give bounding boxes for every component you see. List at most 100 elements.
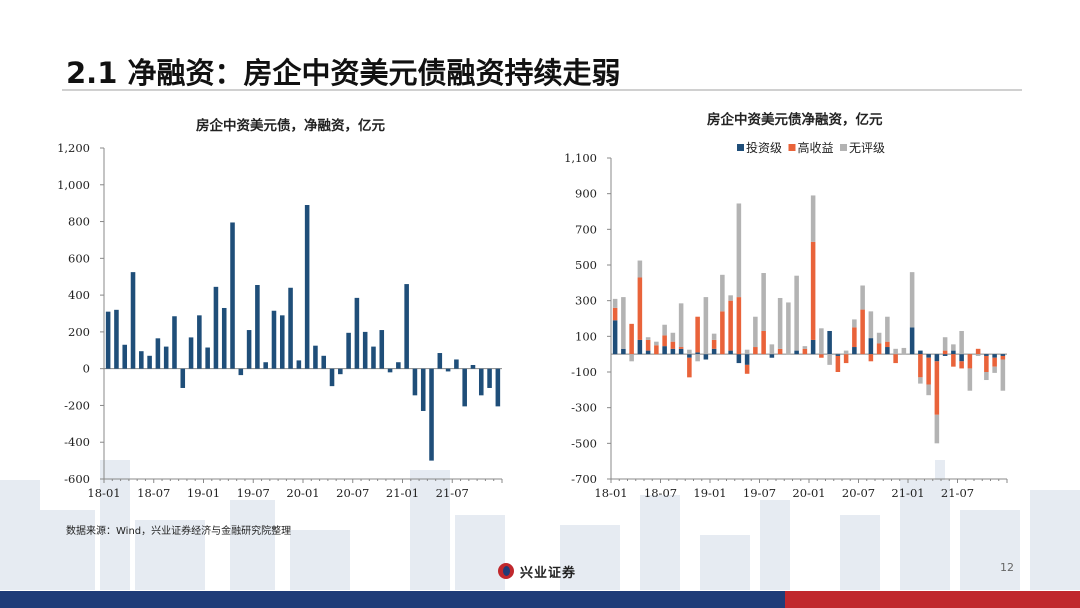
left-chart-title: 房企中资美元债，净融资，亿元 <box>196 118 385 134</box>
right-bar-hy <box>810 241 816 340</box>
right-x-tick-label: 18-01 <box>594 486 627 500</box>
right-bar-hy <box>959 361 964 369</box>
left-chart-plot: -600 -400 -200 0 200 400 600 800 1,000 1,200 18-01… <box>57 141 503 500</box>
left-x-tick-label: 20-07 <box>336 486 369 500</box>
right-bar-nr <box>992 366 997 373</box>
right-y-tick-label: 1,100 <box>564 151 597 165</box>
right-bar-hy <box>926 357 931 385</box>
left-bar <box>404 284 409 369</box>
right-bar-ig <box>868 338 874 355</box>
legend-swatch-hy <box>788 144 796 151</box>
right-bar-ig <box>711 348 717 355</box>
right-bar-hy <box>860 309 865 355</box>
source-note: 数据来源：Wind，兴业证券经济与金融研究院整理 <box>66 526 292 537</box>
right-bar-nr <box>984 372 989 381</box>
right-bar-hy <box>934 361 940 415</box>
right-bar-ig <box>926 354 931 358</box>
right-x-tick-label: 20-07 <box>842 486 875 500</box>
left-bar <box>346 332 351 369</box>
right-bar-hy <box>753 347 758 355</box>
left-bar <box>122 344 128 369</box>
right-bar-hy <box>670 341 676 349</box>
left-bar <box>478 368 484 396</box>
right-x-tick-label: 20-01 <box>792 486 825 500</box>
right-bar-nr <box>951 344 956 351</box>
left-bar <box>338 368 343 375</box>
right-bar-nr <box>629 354 634 362</box>
right-bar-hy <box>645 339 651 351</box>
right-bar-hy <box>835 355 841 372</box>
left-bar <box>114 309 119 369</box>
right-bar-nr <box>711 333 717 340</box>
left-bar <box>304 205 310 369</box>
right-bar-hy <box>876 343 882 355</box>
right-y-tick-label: -700 <box>571 472 597 486</box>
right-bar-nr <box>786 302 791 355</box>
left-bar <box>313 345 318 369</box>
right-bar-ig <box>835 354 841 356</box>
right-bar-hy <box>662 335 667 347</box>
right-bar-hy <box>951 354 956 367</box>
right-x-tick-label: 21-07 <box>941 486 974 500</box>
left-bar <box>470 364 476 369</box>
right-bar-nr <box>678 303 684 348</box>
legend-label: 高收益 <box>798 140 834 155</box>
right-y-tick-label: 900 <box>575 187 597 201</box>
legend-swatch-ig <box>737 144 744 151</box>
right-bar-hy <box>654 345 659 355</box>
left-bar <box>495 368 501 407</box>
left-bar <box>147 355 152 369</box>
legend-label: 无评级 <box>849 141 885 155</box>
left-bar <box>288 287 293 369</box>
right-bar-ig <box>909 327 915 355</box>
right-x-tick-label: 19-07 <box>743 486 776 500</box>
left-y-tick-label: 400 <box>68 288 90 302</box>
right-bar-ig <box>827 330 832 355</box>
left-bar <box>379 330 385 369</box>
left-bar <box>371 346 376 369</box>
right-bar-nr <box>885 316 890 342</box>
right-bar-nr <box>744 349 750 355</box>
left-bar <box>445 368 451 372</box>
right-bar-nr <box>918 377 923 384</box>
left-bar <box>321 355 327 369</box>
right-bar-hy <box>802 348 808 355</box>
right-bar-hy <box>843 354 849 364</box>
left-bar <box>420 368 426 411</box>
right-bar-nr <box>777 297 783 349</box>
right-bar-ig <box>810 339 816 355</box>
left-bar <box>279 315 285 369</box>
right-bar-hy <box>893 354 898 364</box>
left-bar <box>213 286 219 369</box>
right-bar-nr <box>868 311 874 339</box>
right-bar-nr <box>736 203 742 298</box>
right-bar-ig <box>678 348 684 355</box>
left-bar <box>130 272 136 369</box>
right-bar-hy <box>687 357 692 378</box>
right-bar-hy <box>777 348 783 355</box>
left-y-tick-label: -600 <box>64 472 90 486</box>
left-y-tick-label: 1,200 <box>57 141 90 155</box>
legend-label: 投资级 <box>746 140 782 155</box>
left-bar <box>271 310 277 369</box>
right-bar-ig <box>637 339 643 355</box>
right-chart-title: 房企中资美元债净融资，亿元 <box>707 112 883 128</box>
right-bar-hy <box>975 348 981 355</box>
right-bar-ig <box>662 346 667 355</box>
left-bar <box>329 368 335 387</box>
right-y-tick-label: 100 <box>575 329 597 343</box>
right-bar-nr <box>1000 359 1006 391</box>
left-bar <box>437 353 443 369</box>
right-bar-nr <box>843 350 849 355</box>
right-bar-nr <box>975 354 981 356</box>
right-bar-nr <box>654 341 659 346</box>
left-bar <box>163 346 169 369</box>
company-logo: 兴业证券 <box>498 562 576 581</box>
footer-bar-blue <box>0 591 785 608</box>
left-x-tick-label: 21-01 <box>386 486 419 500</box>
left-bar <box>230 222 235 369</box>
right-bar-hy <box>728 300 733 351</box>
right-bar-ig <box>695 352 700 355</box>
right-bar-nr <box>835 353 841 355</box>
